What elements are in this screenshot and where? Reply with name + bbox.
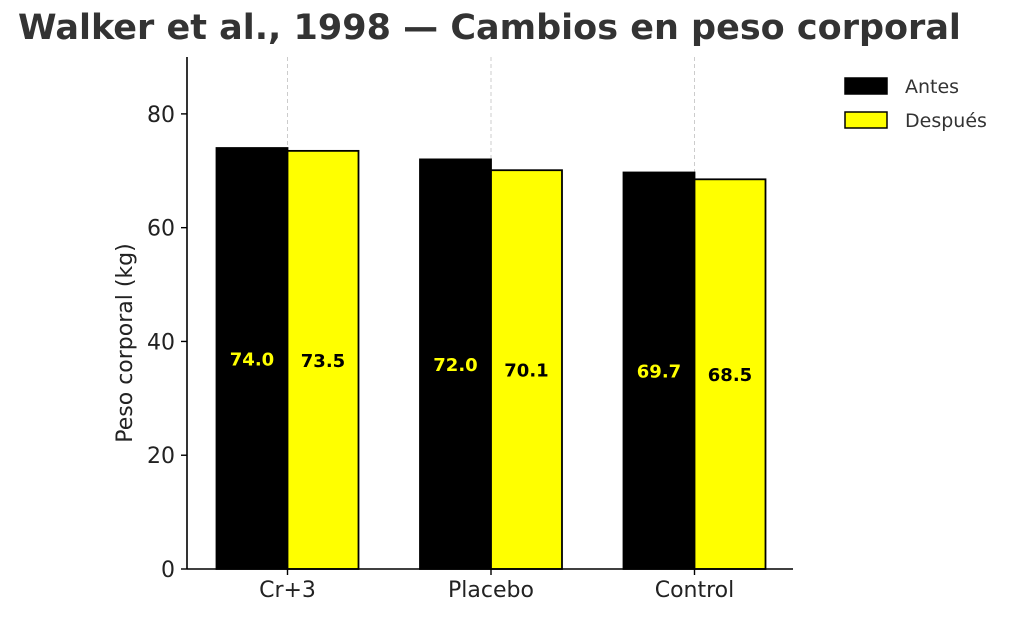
- y-tick-label: 0: [161, 558, 175, 583]
- bars: 74.0 72.0 69.7 73.5 70.1 68.5: [215, 147, 767, 570]
- bar-despues-placebo: [490, 169, 563, 570]
- legend-label: Después: [905, 110, 987, 132]
- chart-title: Walker et al., 1998 — Cambios en peso co…: [18, 8, 961, 48]
- legend-swatch: [844, 77, 888, 95]
- data-label: 69.7: [637, 362, 681, 383]
- x-tick-label: Control: [655, 578, 735, 603]
- axes: 0 20 40 60 80 Cr+3 Placebo Control Peso corporal…: [113, 57, 793, 603]
- data-label: 68.5: [708, 365, 752, 386]
- data-label: 70.1: [504, 361, 548, 382]
- bar-antes-cr3: [215, 147, 289, 570]
- data-label: 74.0: [230, 350, 274, 371]
- x-tick-label: Placebo: [448, 578, 534, 603]
- bar-despues-cr3: [286, 149, 360, 570]
- y-tick-label: 80: [147, 103, 175, 128]
- bar-despues-control: [693, 178, 767, 570]
- bar-antes-control: [622, 171, 696, 570]
- y-axis-label: Peso corporal (kg): [113, 243, 138, 442]
- legend-label: Antes: [905, 76, 959, 98]
- data-label: 73.5: [301, 351, 345, 372]
- y-tick-label: 20: [147, 444, 175, 469]
- x-tick-label: Cr+3: [259, 578, 316, 603]
- y-tick-label: 40: [147, 330, 175, 355]
- legend: Antes Después: [844, 76, 987, 132]
- y-tick-label: 60: [147, 217, 175, 242]
- legend-swatch: [844, 111, 888, 129]
- data-label: 72.0: [433, 355, 477, 376]
